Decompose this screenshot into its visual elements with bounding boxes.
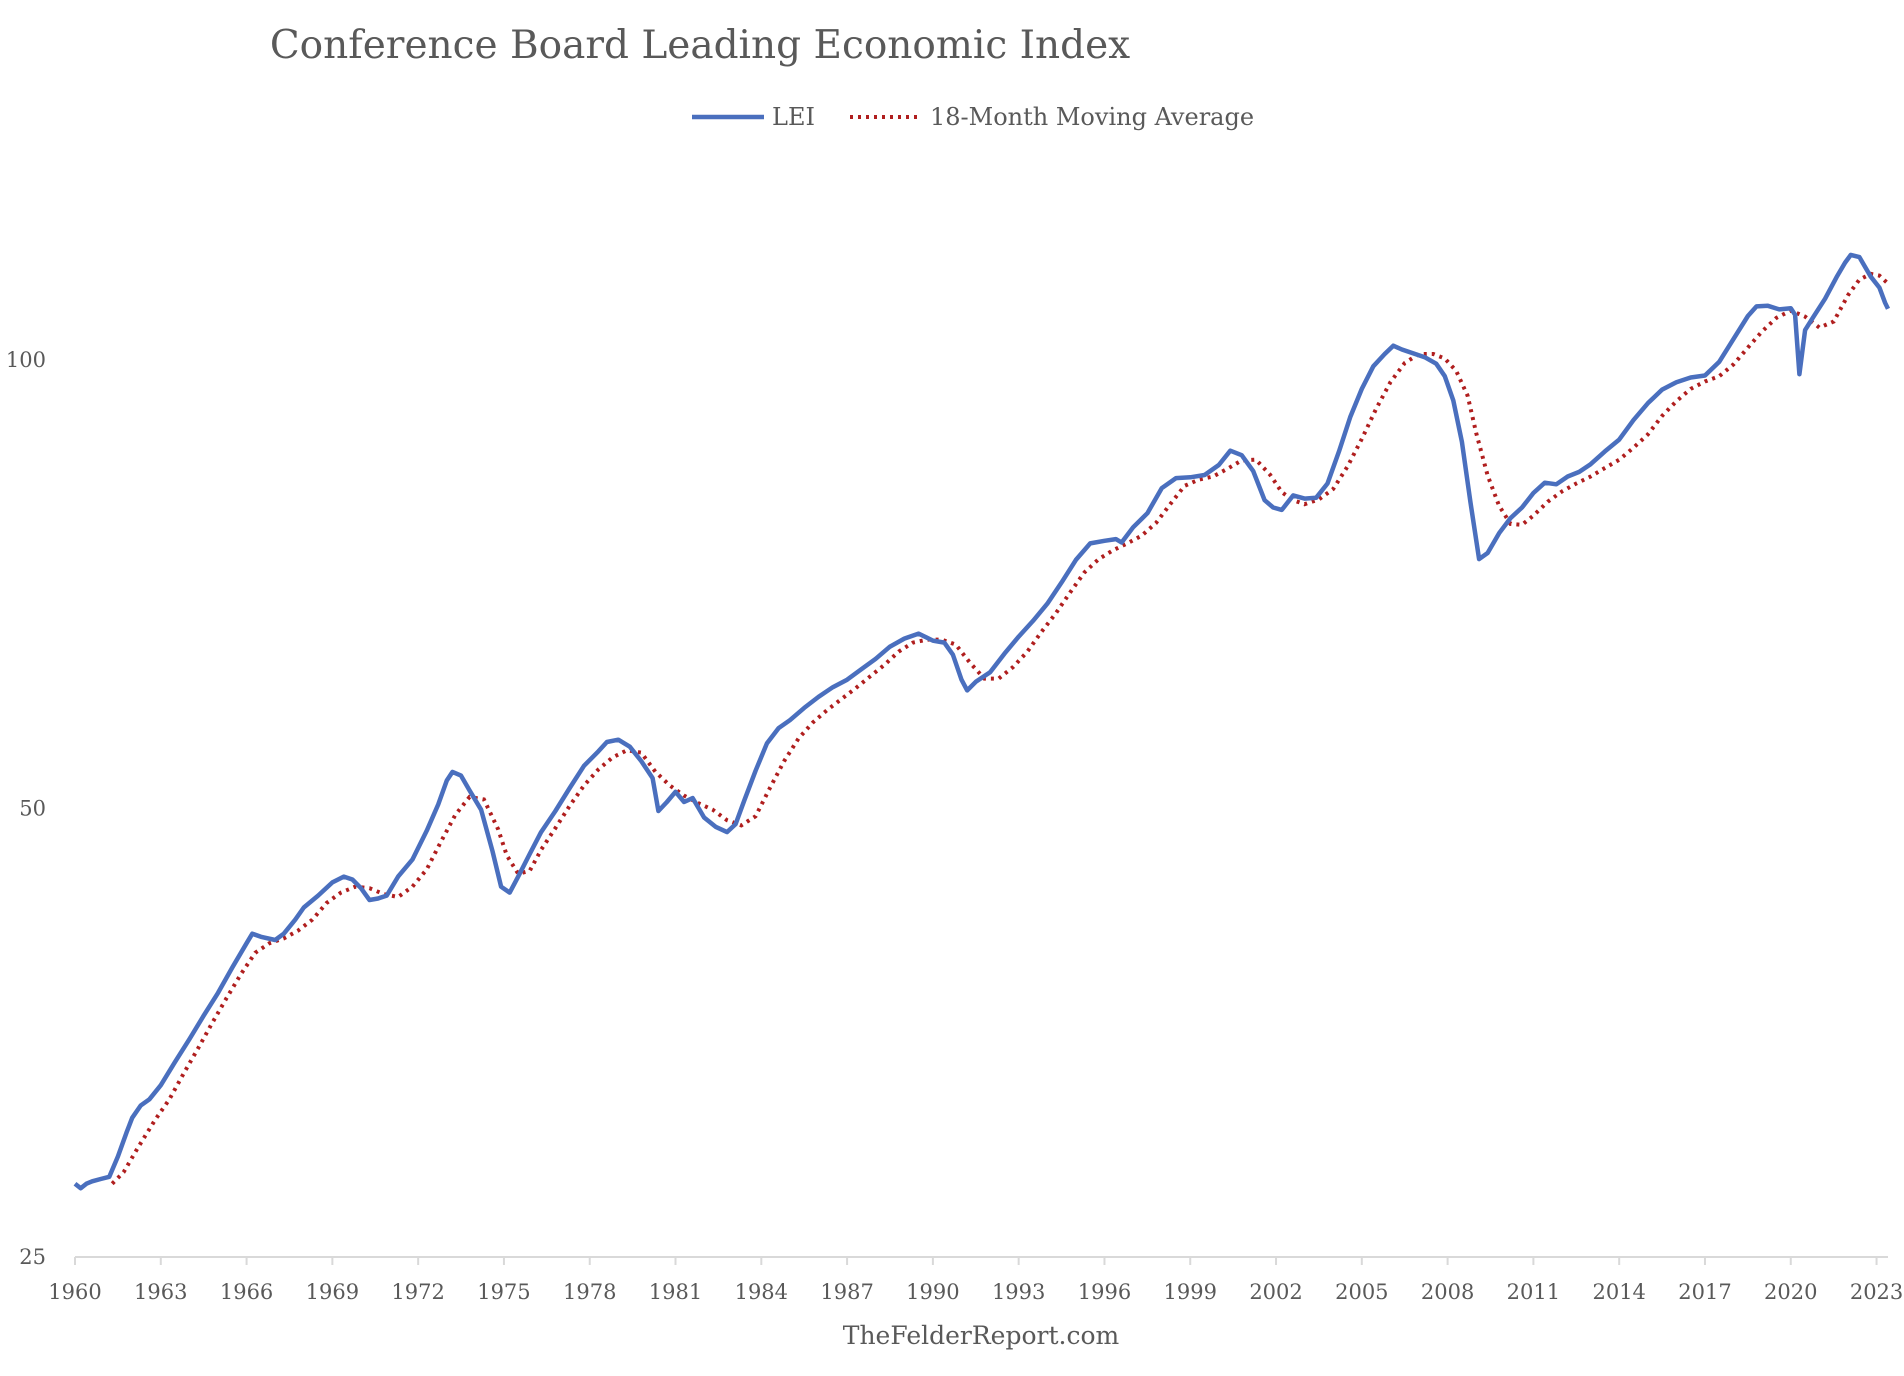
x-tick-label: 2002 [1249,1280,1302,1304]
chart-title: Conference Board Leading Economic Index [270,23,1130,68]
x-tick-label: 1960 [48,1280,101,1304]
series-line-moving-average [110,271,1890,1186]
x-tick-label: 1987 [820,1280,873,1304]
x-tick-label: 1972 [391,1280,444,1304]
y-tick-label: 50 [19,796,46,820]
y-tick-label: 25 [19,1245,46,1269]
x-tick-label: 2011 [1507,1280,1560,1304]
x-tick-label: 1984 [735,1280,788,1304]
x-tick-label: 1990 [906,1280,959,1304]
x-tick-label: 2008 [1421,1280,1474,1304]
y-axis: 25 50 100 [6,348,46,1269]
x-tick-label: 1975 [477,1280,530,1304]
series-line-lei [73,252,1891,1191]
x-tick-label: 2017 [1678,1280,1731,1304]
x-axis: 1960 1963 1966 1969 1972 1975 1978 1981 1984 1987… [48,1257,1903,1304]
legend-label-moving-average: 18-Month Moving Average [930,103,1254,131]
x-tick-label: 1978 [563,1280,616,1304]
x-tick-label: 2014 [1592,1280,1645,1304]
x-tick-label: 1966 [220,1280,273,1304]
x-tick-label: 1996 [1078,1280,1131,1304]
credit-text: TheFelderReport.com [843,1321,1120,1350]
x-tick-label: 1963 [134,1280,187,1304]
x-tick-label: 2023 [1850,1280,1903,1304]
x-tick-label: 1981 [649,1280,702,1304]
x-tick-label: 1999 [1164,1280,1217,1304]
x-tick-label: 1993 [992,1280,1045,1304]
legend: LEI 18-Month Moving Average [692,103,1254,131]
x-tick-label: 1969 [306,1280,359,1304]
legend-label-lei: LEI [772,103,815,131]
y-tick-label: 100 [6,348,46,372]
x-tick-label: 2020 [1764,1280,1817,1304]
x-tick-label: 2005 [1335,1280,1388,1304]
